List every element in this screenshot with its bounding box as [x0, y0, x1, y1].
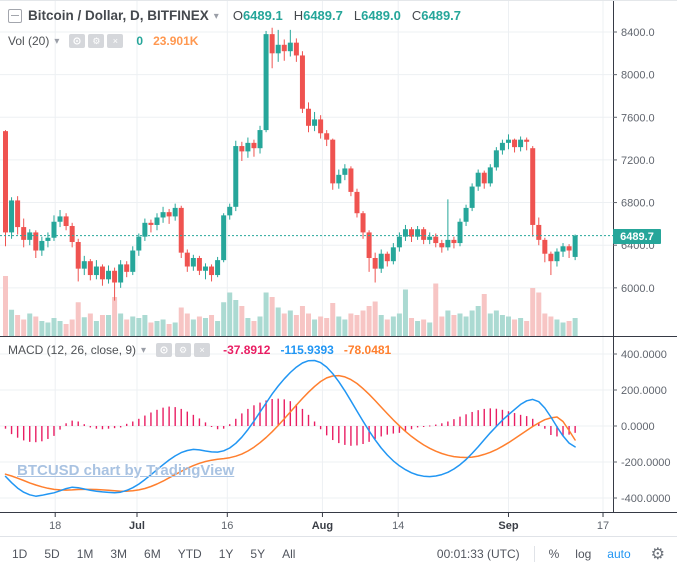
macd-values: -37.8912 -115.9393 -78.0481: [223, 343, 401, 357]
gear-icon[interactable]: ⚙: [88, 34, 105, 48]
collapse-pane-icon[interactable]: [8, 8, 22, 23]
price-axis-label: 6000.0: [621, 283, 655, 295]
range-button-1y[interactable]: 1Y: [218, 546, 234, 561]
volume-values: 0 23.901K: [136, 34, 208, 48]
symbol-title[interactable]: Bitcoin / Dollar, D, BITFINEX: [28, 8, 209, 23]
range-button-all[interactable]: All: [282, 546, 296, 561]
macd-axis-label: 400.0000: [621, 349, 667, 361]
time-axis-label: 18: [49, 520, 61, 532]
ohlc-open: O6489.1: [232, 8, 283, 23]
chevron-down-icon[interactable]: ▾: [141, 345, 147, 356]
time-axis-label: 17: [597, 520, 609, 532]
bottom-toolbar: 1D 5D 1M 3M 6M YTD 1Y 5Y All 00:01:33 (UTC) % lo…: [0, 536, 677, 569]
date-range-buttons: 1D 5D 1M 3M 6M YTD 1Y 5Y All: [12, 547, 312, 561]
candlesticks: [3, 27, 578, 301]
macd-axis-label: 200.0000: [621, 385, 667, 397]
range-button-3m[interactable]: 3M: [110, 546, 128, 561]
price-axis-label: 7200.0: [621, 155, 655, 167]
time-axis: 18 Jul 16 Aug 14 Sep 17: [49, 512, 609, 532]
tradingview-watermark-link[interactable]: BTCUSD chart by TradingView: [17, 462, 235, 479]
macd-axis: 400.0000 200.0000 0.0000 -200.0000 -400.0000: [613, 349, 671, 505]
range-button-1d[interactable]: 1D: [12, 546, 28, 561]
macd-indicator-label[interactable]: MACD (12, 26, close, 9): [8, 343, 137, 357]
macd-axis-label: 0.0000: [621, 421, 655, 433]
chevron-down-icon[interactable]: ▾: [54, 36, 60, 47]
volume-indicator-label[interactable]: Vol (20): [8, 34, 50, 48]
auto-scale-button[interactable]: auto: [607, 546, 631, 561]
chevron-down-icon[interactable]: ▾: [213, 10, 219, 22]
range-button-1m[interactable]: 1M: [76, 546, 94, 561]
price-axis: 8400.08000.07600.07200.06800.06400.06000…: [613, 27, 655, 295]
log-scale-button[interactable]: log: [575, 546, 592, 561]
macd-axis-label: -200.0000: [621, 457, 671, 469]
price-axis-label: 8400.0: [621, 27, 655, 39]
macd-signal-value: -78.0481: [343, 343, 392, 357]
range-button-5y[interactable]: 5Y: [250, 546, 266, 561]
time-axis-label: 16: [221, 520, 233, 532]
macd-line-value: -115.9393: [280, 343, 334, 357]
price-axis-label: 8000.0: [621, 70, 655, 82]
chart-canvas[interactable]: 8400.08000.07600.07200.06800.06400.06000…: [0, 1, 677, 536]
ohlc-close: C6489.7: [411, 8, 462, 23]
ohlc-high: H6489.7: [293, 8, 343, 23]
volume-ma-value: 0: [136, 34, 144, 48]
price-axis-label: 6800.0: [621, 198, 655, 210]
toolbar-divider: [533, 545, 535, 562]
time-axis-label: Jul: [129, 520, 145, 532]
pane-borders: [0, 1, 677, 513]
eye-icon[interactable]: [156, 343, 173, 357]
gear-icon[interactable]: ⚙: [175, 343, 192, 357]
volume-indicator-controls: ⚙ ×: [69, 34, 126, 48]
settings-gear-icon[interactable]: ⚙: [650, 545, 665, 563]
chart-grid: [0, 1, 613, 513]
time-axis-label: Aug: [312, 520, 333, 532]
volume-current-value: 23.901K: [153, 34, 199, 48]
volume-bars: [3, 276, 578, 336]
volume-legend: Vol (20) ▾ ⚙ × 0 23.901K: [8, 34, 208, 48]
macd-line: [4, 359, 576, 497]
time-axis-label: Sep: [498, 520, 518, 532]
range-button-6m[interactable]: 6M: [144, 546, 161, 561]
macd-axis-label: -400.0000: [621, 493, 671, 505]
time-axis-label: 14: [392, 520, 404, 532]
symbol-legend: Bitcoin / Dollar, D, BITFINEX ▾ O6489.1 …: [8, 8, 472, 23]
macd-signal-line: [4, 374, 576, 492]
clock-utc[interactable]: 00:01:33 (UTC): [436, 546, 520, 561]
percent-scale-button[interactable]: %: [548, 546, 560, 561]
macd-legend: MACD (12, 26, close, 9) ▾ ⚙ × -37.8912 -…: [8, 343, 401, 357]
close-icon[interactable]: ×: [107, 34, 124, 48]
price-axis-label: 7600.0: [621, 112, 655, 124]
ohlc-low: L6489.0: [353, 8, 401, 23]
last-price-badge: 6489.7: [613, 229, 661, 244]
eye-icon[interactable]: [69, 34, 86, 48]
range-button-ytd[interactable]: YTD: [177, 546, 202, 561]
ohlc-values: O6489.1 H6489.7 L6489.0 C6489.7: [233, 8, 472, 23]
macd-histogram: [4, 398, 576, 446]
macd-indicator-controls: ⚙ ×: [156, 343, 213, 357]
macd-histogram-value: -37.8912: [223, 343, 271, 357]
close-icon[interactable]: ×: [194, 343, 211, 357]
range-button-5d[interactable]: 5D: [44, 546, 60, 561]
